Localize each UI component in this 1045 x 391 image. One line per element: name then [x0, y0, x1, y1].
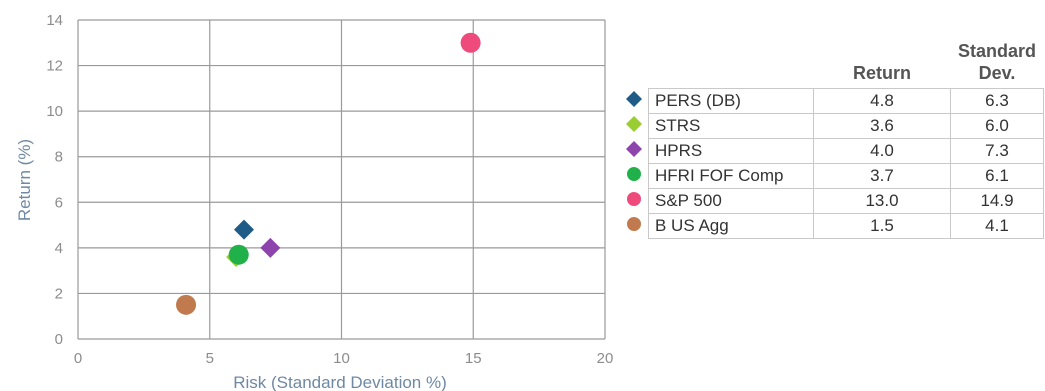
legend-marker: [620, 189, 649, 214]
table-row: HFRI FOF Comp 3.7 6.1: [620, 163, 1044, 189]
table-row: STRS 3.6 6.0: [620, 113, 1044, 139]
x-axis-title: Risk (Standard Deviation %): [233, 373, 447, 391]
row-std-dev: 7.3: [950, 138, 1044, 164]
row-name: B US Agg: [648, 213, 814, 239]
header-blank-marker: [620, 40, 649, 89]
x-axis-ticks: 0 5 10 15 20: [74, 350, 614, 367]
row-std-dev: 4.1: [950, 213, 1044, 239]
header-blank-name: [649, 40, 814, 89]
y-tick-label: 14: [46, 12, 63, 29]
table-row: B US Agg 1.5 4.1: [620, 213, 1044, 239]
scatter-chart: 0 5 10 15 20 0 2 4 6 8 10 12 14 Risk (Standard Devi…: [15, 12, 614, 391]
grid-lines: [77, 19, 606, 340]
row-std-dev: 6.3: [950, 88, 1044, 114]
legend-marker: [620, 139, 649, 164]
y-tick-label: 4: [55, 240, 63, 257]
x-tick-label: 10: [333, 350, 350, 367]
y-tick-label: 10: [46, 103, 63, 120]
circle-marker-icon: [627, 191, 641, 206]
data-points: [176, 32, 481, 315]
x-tick-label: 5: [206, 350, 214, 367]
row-return: 3.7: [813, 163, 951, 189]
row-return: 3.6: [813, 113, 951, 139]
row-return: 1.5: [813, 213, 951, 239]
y-tick-label: 12: [46, 58, 63, 75]
data-point: [228, 244, 249, 265]
y-tick-label: 8: [55, 149, 63, 166]
row-std-dev: 14.9: [950, 188, 1044, 214]
table-row: PERS (DB) 4.8 6.3: [620, 88, 1044, 114]
legend-marker: [620, 164, 649, 189]
row-name: PERS (DB): [648, 88, 814, 114]
header-std-dev: Standard Dev.: [951, 40, 1044, 89]
x-tick-label: 15: [465, 350, 482, 367]
circle-marker-icon: [627, 216, 641, 231]
data-point: [260, 237, 281, 258]
row-return: 13.0: [813, 188, 951, 214]
y-tick-label: 2: [55, 285, 63, 302]
y-axis-title: Return (%): [15, 139, 34, 221]
legend-marker: [620, 89, 649, 114]
row-std-dev: 6.0: [950, 113, 1044, 139]
header-std-dev-line2: Dev.: [978, 63, 1016, 83]
y-tick-label: 0: [55, 331, 63, 348]
row-return: 4.8: [813, 88, 951, 114]
circle-marker-icon: [627, 166, 641, 181]
data-point: [234, 219, 255, 240]
data-point: [176, 294, 197, 315]
header-return: Return: [853, 63, 911, 83]
legend-marker: [620, 114, 649, 139]
diamond-marker-icon: [626, 140, 642, 157]
x-tick-label: 0: [74, 350, 82, 367]
legend-table: Return Standard Dev. PERS (DB) 4.8 6.3 STRS…: [620, 40, 1044, 239]
header-std-dev-line1: Standard: [957, 41, 1036, 61]
diamond-marker-icon: [626, 90, 642, 107]
row-name: HFRI FOF Comp: [648, 163, 814, 189]
data-point: [460, 32, 481, 53]
row-name: HPRS: [648, 138, 814, 164]
table-row: HPRS 4.0 7.3: [620, 138, 1044, 164]
row-return: 4.0: [813, 138, 951, 164]
y-axis-ticks: 0 2 4 6 8 10 12 14: [46, 12, 63, 348]
row-std-dev: 6.1: [950, 163, 1044, 189]
x-tick-label: 20: [597, 350, 614, 367]
legend-table-body: PERS (DB) 4.8 6.3 STRS 3.6 6.0 HPRS 4.0 7.3 HFRI …: [620, 88, 1044, 239]
y-tick-label: 6: [55, 194, 63, 211]
table-row: S&P 500 13.0 14.9: [620, 188, 1044, 214]
row-name: S&P 500: [648, 188, 814, 214]
legend-marker: [620, 214, 649, 239]
diamond-marker-icon: [626, 115, 642, 132]
row-name: STRS: [648, 113, 814, 139]
